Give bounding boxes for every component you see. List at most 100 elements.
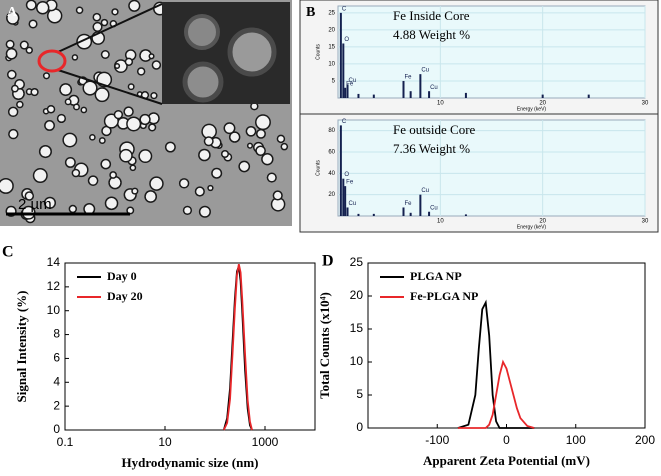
peak-label: Fe [346, 81, 354, 87]
peak-label: O [344, 172, 349, 178]
scale-bar-label: 2 µm [18, 196, 52, 213]
y-tick-label: 6 [53, 351, 60, 365]
particle [69, 96, 78, 105]
x-tick-label: 0.1 [57, 435, 74, 449]
particle [8, 71, 16, 78]
y-tick-label: 14 [47, 255, 61, 269]
peak-label: C [342, 119, 347, 125]
particle [109, 177, 121, 188]
panel-label: B [306, 5, 315, 20]
y-tick-label: 15 [350, 321, 364, 335]
particle [257, 130, 265, 138]
particle [180, 179, 188, 188]
y-tick-label: 4 [53, 374, 60, 388]
legend-label: Day 20 [107, 289, 143, 303]
y-axis-title: Signal Intensity (%) [14, 291, 29, 403]
particle [106, 198, 117, 209]
peak-label: Fe [404, 201, 412, 207]
particle [274, 191, 282, 200]
x-axis-title: Hydrodynamic size (nm) [122, 455, 259, 470]
particle [82, 108, 86, 112]
particle [199, 150, 210, 160]
peak-label: Cu [349, 201, 357, 207]
particle [127, 208, 133, 213]
particle [77, 7, 82, 13]
particle [140, 115, 150, 124]
particle [45, 121, 54, 130]
axes-frame [64, 262, 316, 431]
x-tick-label: 30 [642, 101, 649, 107]
particle [149, 113, 159, 123]
plot-area [337, 5, 646, 99]
particle [145, 191, 156, 202]
panel-label: A [7, 5, 18, 20]
particle [110, 172, 116, 178]
inset-particle [182, 61, 224, 103]
x-tick-label: 10 [437, 101, 444, 107]
particle [278, 136, 284, 142]
peak-label: O [344, 37, 349, 43]
particle [202, 125, 216, 138]
particle [262, 154, 273, 164]
particle [66, 158, 75, 167]
particle [21, 42, 28, 49]
x-tick-label: -100 [425, 433, 449, 447]
particle [30, 20, 37, 28]
y-tick-label: 80 [328, 128, 335, 134]
y-axis-title: Total Counts (x10⁴) [317, 292, 332, 399]
particle [70, 206, 76, 212]
particle [74, 104, 79, 109]
peak-label: Cu [430, 85, 438, 91]
particle [112, 9, 118, 14]
particle [105, 115, 118, 128]
particle [73, 55, 77, 60]
axes-frame [367, 262, 646, 429]
y-axis-title: Counts [315, 44, 321, 60]
inset-particle [227, 27, 277, 77]
panel-label: C [2, 244, 14, 261]
y-tick-label: 10 [328, 62, 335, 68]
particle [129, 1, 139, 11]
legend-label: Fe-PLGA NP [410, 289, 478, 303]
particle [153, 61, 160, 69]
particle [100, 138, 105, 143]
particle [222, 151, 228, 157]
y-tick-label: 40 [328, 171, 335, 177]
particle [27, 89, 32, 94]
particle [101, 160, 110, 168]
particle [127, 117, 140, 130]
particle [63, 134, 76, 146]
particle [48, 9, 61, 22]
particle [37, 2, 48, 13]
x-tick-label: 1000 [252, 435, 279, 449]
y-tick-label: 0 [53, 422, 60, 436]
peak-label: Cu [421, 68, 429, 74]
particle [66, 99, 71, 104]
particle [31, 89, 38, 95]
zoom-line [57, 3, 163, 53]
particle [139, 150, 151, 162]
particle [149, 124, 155, 130]
particle [102, 20, 107, 25]
particle [93, 23, 102, 31]
y-tick-label: 5 [356, 387, 363, 401]
particle [40, 146, 51, 157]
y-tick-label: 2 [53, 398, 60, 412]
particle [12, 86, 18, 92]
particle [138, 92, 142, 96]
peak-label: C [342, 6, 347, 12]
series-line [222, 264, 253, 431]
y-tick-label: 20 [328, 192, 335, 198]
x-tick-label: 200 [635, 433, 655, 447]
y-tick-label: 8 [53, 327, 60, 341]
particle [9, 108, 17, 116]
particle [129, 84, 134, 89]
particle [27, 48, 32, 53]
x-tick-label: 10 [437, 219, 444, 225]
micrograph-particles [0, 0, 289, 224]
particle [73, 170, 79, 176]
y-tick-label: 12 [47, 279, 61, 293]
particle [126, 59, 132, 65]
particle [247, 127, 255, 136]
